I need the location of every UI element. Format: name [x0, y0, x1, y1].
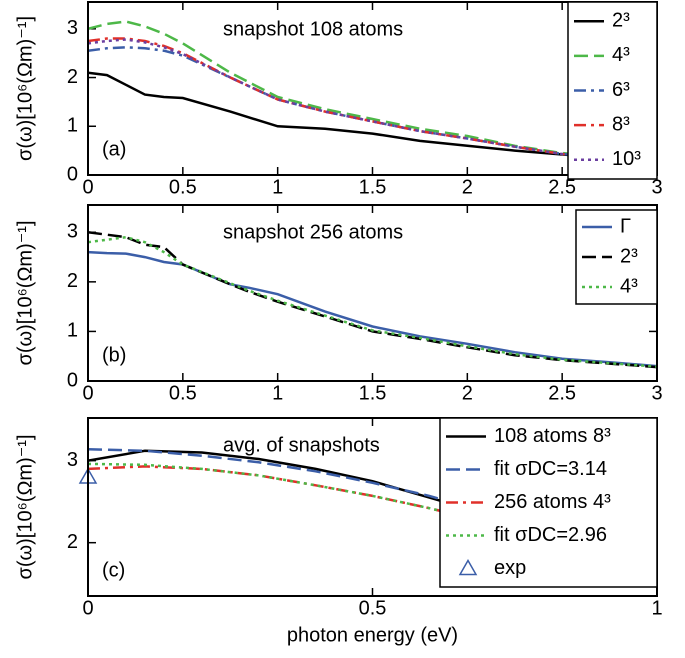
legend-label: 10³ — [612, 148, 641, 170]
legend-label: 4³ — [620, 275, 638, 297]
annotation: snapshot 108 atoms — [223, 18, 403, 40]
x-tick-label: 1 — [651, 597, 662, 619]
y-axis-label: σ(ω)[10⁶(Ωm)⁻¹] — [14, 434, 36, 579]
legend-label: fit σDC=3.14 — [494, 458, 607, 480]
x-tick-label: 3 — [651, 382, 662, 404]
legend-label: 256 atoms 4³ — [494, 491, 611, 513]
legend-label: Γ — [620, 215, 631, 237]
legend-label: 2³ — [612, 10, 630, 32]
x-tick-label: 2.5 — [548, 382, 576, 404]
legend-label: fit σDC=2.96 — [494, 524, 607, 546]
legend-marker — [458, 558, 478, 576]
series-line — [88, 231, 657, 369]
x-tick-label: 0 — [82, 176, 93, 198]
panel-label: (b) — [102, 344, 126, 366]
y-tick-label: 2 — [67, 531, 78, 553]
legend-label: 8³ — [612, 113, 630, 135]
y-tick-label: 3 — [67, 449, 78, 471]
x-tick-label: 1 — [272, 382, 283, 404]
y-tick-label: 3 — [67, 221, 78, 243]
x-tick-label: 0.5 — [169, 382, 197, 404]
legend-label: 6³ — [612, 79, 630, 101]
x-tick-label: 0 — [82, 597, 93, 619]
legend-label: 108 atoms 8³ — [494, 425, 611, 447]
y-tick-label: 0 — [67, 163, 78, 185]
x-tick-label: 3 — [651, 176, 662, 198]
y-tick-label: 1 — [67, 115, 78, 137]
x-tick-label: 0.5 — [169, 176, 197, 198]
x-tick-label: 0.5 — [359, 597, 387, 619]
y-tick-label: 2 — [67, 270, 78, 292]
legend-label: 4³ — [612, 44, 630, 66]
x-tick-label: 0 — [82, 382, 93, 404]
y-tick-label: 3 — [67, 17, 78, 39]
series-line — [88, 235, 657, 368]
x-tick-label: 2 — [462, 176, 473, 198]
series-line — [88, 250, 657, 368]
series-line — [88, 20, 657, 162]
legend-label: 2³ — [620, 245, 638, 267]
x-tick-label: 1.5 — [359, 176, 387, 198]
panel-label: (a) — [102, 138, 126, 160]
legend-label: exp — [494, 557, 526, 579]
series-line — [88, 38, 657, 162]
x-tick-label: 2 — [462, 382, 473, 404]
y-tick-label: 0 — [67, 369, 78, 391]
x-tick-label: 1.5 — [359, 382, 387, 404]
x-tick-label: 1 — [272, 176, 283, 198]
annotation: snapshot 256 atoms — [223, 221, 403, 243]
panel-label: (c) — [102, 559, 125, 581]
y-axis-label: σ(ω)[10⁶(Ωm)⁻¹] — [14, 220, 36, 365]
y-axis-label: σ(ω)[10⁶(Ωm)⁻¹] — [14, 16, 36, 161]
x-tick-label: 2.5 — [548, 176, 576, 198]
annotation: avg. of snapshots — [223, 434, 380, 456]
y-tick-label: 2 — [67, 66, 78, 88]
x-axis-label: photon energy (eV) — [287, 624, 458, 646]
series-line — [88, 71, 657, 162]
y-tick-label: 1 — [67, 320, 78, 342]
